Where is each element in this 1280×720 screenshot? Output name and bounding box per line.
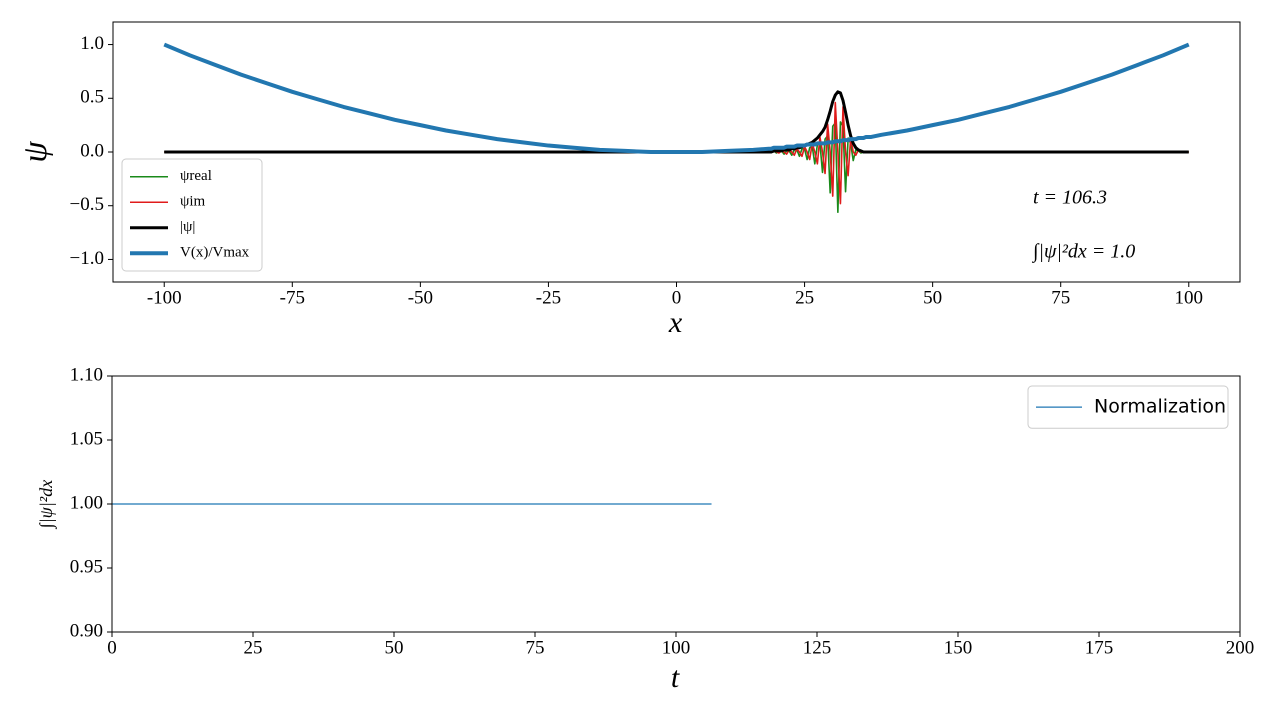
x-tick-label: 25: [795, 287, 814, 308]
x-tick-label: 150: [944, 637, 973, 658]
x-tick-label: 100: [662, 637, 691, 658]
x-tick-label: 125: [803, 637, 832, 658]
x-tick-label: 50: [385, 637, 404, 658]
x-tick-label: 0: [672, 287, 682, 308]
x-tick-label: 75: [1051, 287, 1070, 308]
y-tick-label: 1.10: [70, 364, 103, 385]
x-tick-label: 100: [1175, 287, 1204, 308]
y-tick-label: 0.90: [70, 620, 103, 641]
x-tick-label: 25: [244, 637, 263, 658]
series-line: [163, 42, 1190, 154]
x-tick-label: -25: [536, 287, 561, 308]
x-tick-label: 75: [526, 637, 545, 658]
y-tick-label: 1.0: [80, 33, 104, 54]
legend-box: [1027, 385, 1229, 429]
y-tick-label: −1.0: [70, 248, 104, 269]
y-tick-label: 0.0: [80, 140, 104, 161]
x-tick-label: -100: [147, 287, 182, 308]
legend-label: ψreal: [180, 168, 212, 184]
plot-frame: [111, 375, 1241, 633]
y-tick-label: 0.95: [70, 556, 103, 577]
legend-label: |ψ|: [180, 219, 195, 235]
x-tick-label: 175: [1085, 637, 1114, 658]
y-tick-label: 1.05: [70, 428, 103, 449]
y-tick-label: 0.5: [80, 87, 104, 108]
plot-frame: [112, 21, 1241, 283]
x-tick-label: 50: [923, 287, 942, 308]
annotation: ∫|ψ|²dx = 1.0: [1031, 241, 1135, 264]
x-tick-label: -50: [408, 287, 433, 308]
annotation: t = 106.3: [1033, 187, 1107, 209]
y-axis-label: ψ: [17, 141, 54, 163]
legend-label: V(x)/Vmax: [180, 245, 250, 261]
x-tick-label: -75: [280, 287, 305, 308]
x-axis-label: t: [671, 661, 680, 694]
x-tick-label: 0: [107, 637, 117, 658]
legend-box: [121, 158, 263, 272]
legend-label: Normalization: [1094, 396, 1226, 418]
legend-label: ψim: [180, 194, 206, 210]
x-axis-label: x: [668, 306, 683, 339]
y-axis-label: ∫|ψ|²dx: [36, 480, 57, 529]
y-tick-label: −0.5: [70, 194, 104, 215]
x-tick-label: 200: [1226, 637, 1255, 658]
plot-lines: [163, 42, 1190, 213]
y-tick-label: 1.00: [70, 492, 103, 513]
